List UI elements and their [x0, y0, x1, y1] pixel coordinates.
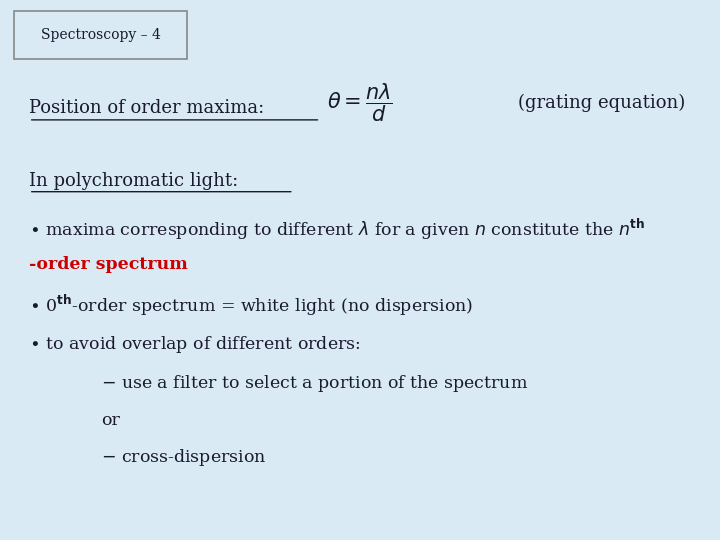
Text: Spectroscopy – 4: Spectroscopy – 4: [41, 28, 161, 42]
Text: $\theta = \dfrac{n\lambda}{d}$: $\theta = \dfrac{n\lambda}{d}$: [327, 82, 393, 124]
Text: $-$ use a filter to select a portion of the spectrum: $-$ use a filter to select a portion of …: [101, 373, 528, 394]
Text: -order spectrum: -order spectrum: [29, 256, 187, 273]
FancyBboxPatch shape: [14, 11, 187, 59]
Text: Position of order maxima:: Position of order maxima:: [29, 99, 264, 117]
Text: $\bullet$ 0$^{\mathbf{th}}$-order spectrum = white light (no dispersion): $\bullet$ 0$^{\mathbf{th}}$-order spectr…: [29, 293, 473, 318]
Text: $\bullet$ to avoid overlap of different orders:: $\bullet$ to avoid overlap of different …: [29, 334, 360, 355]
Text: In polychromatic light:: In polychromatic light:: [29, 172, 238, 190]
Text: $-$ cross-dispersion: $-$ cross-dispersion: [101, 448, 266, 468]
Text: $\bullet$ maxima corresponding to different $\lambda$ for a given $n$ constitute: $\bullet$ maxima corresponding to differ…: [29, 217, 645, 242]
Text: or: or: [101, 411, 120, 429]
Text: (grating equation): (grating equation): [518, 93, 685, 112]
